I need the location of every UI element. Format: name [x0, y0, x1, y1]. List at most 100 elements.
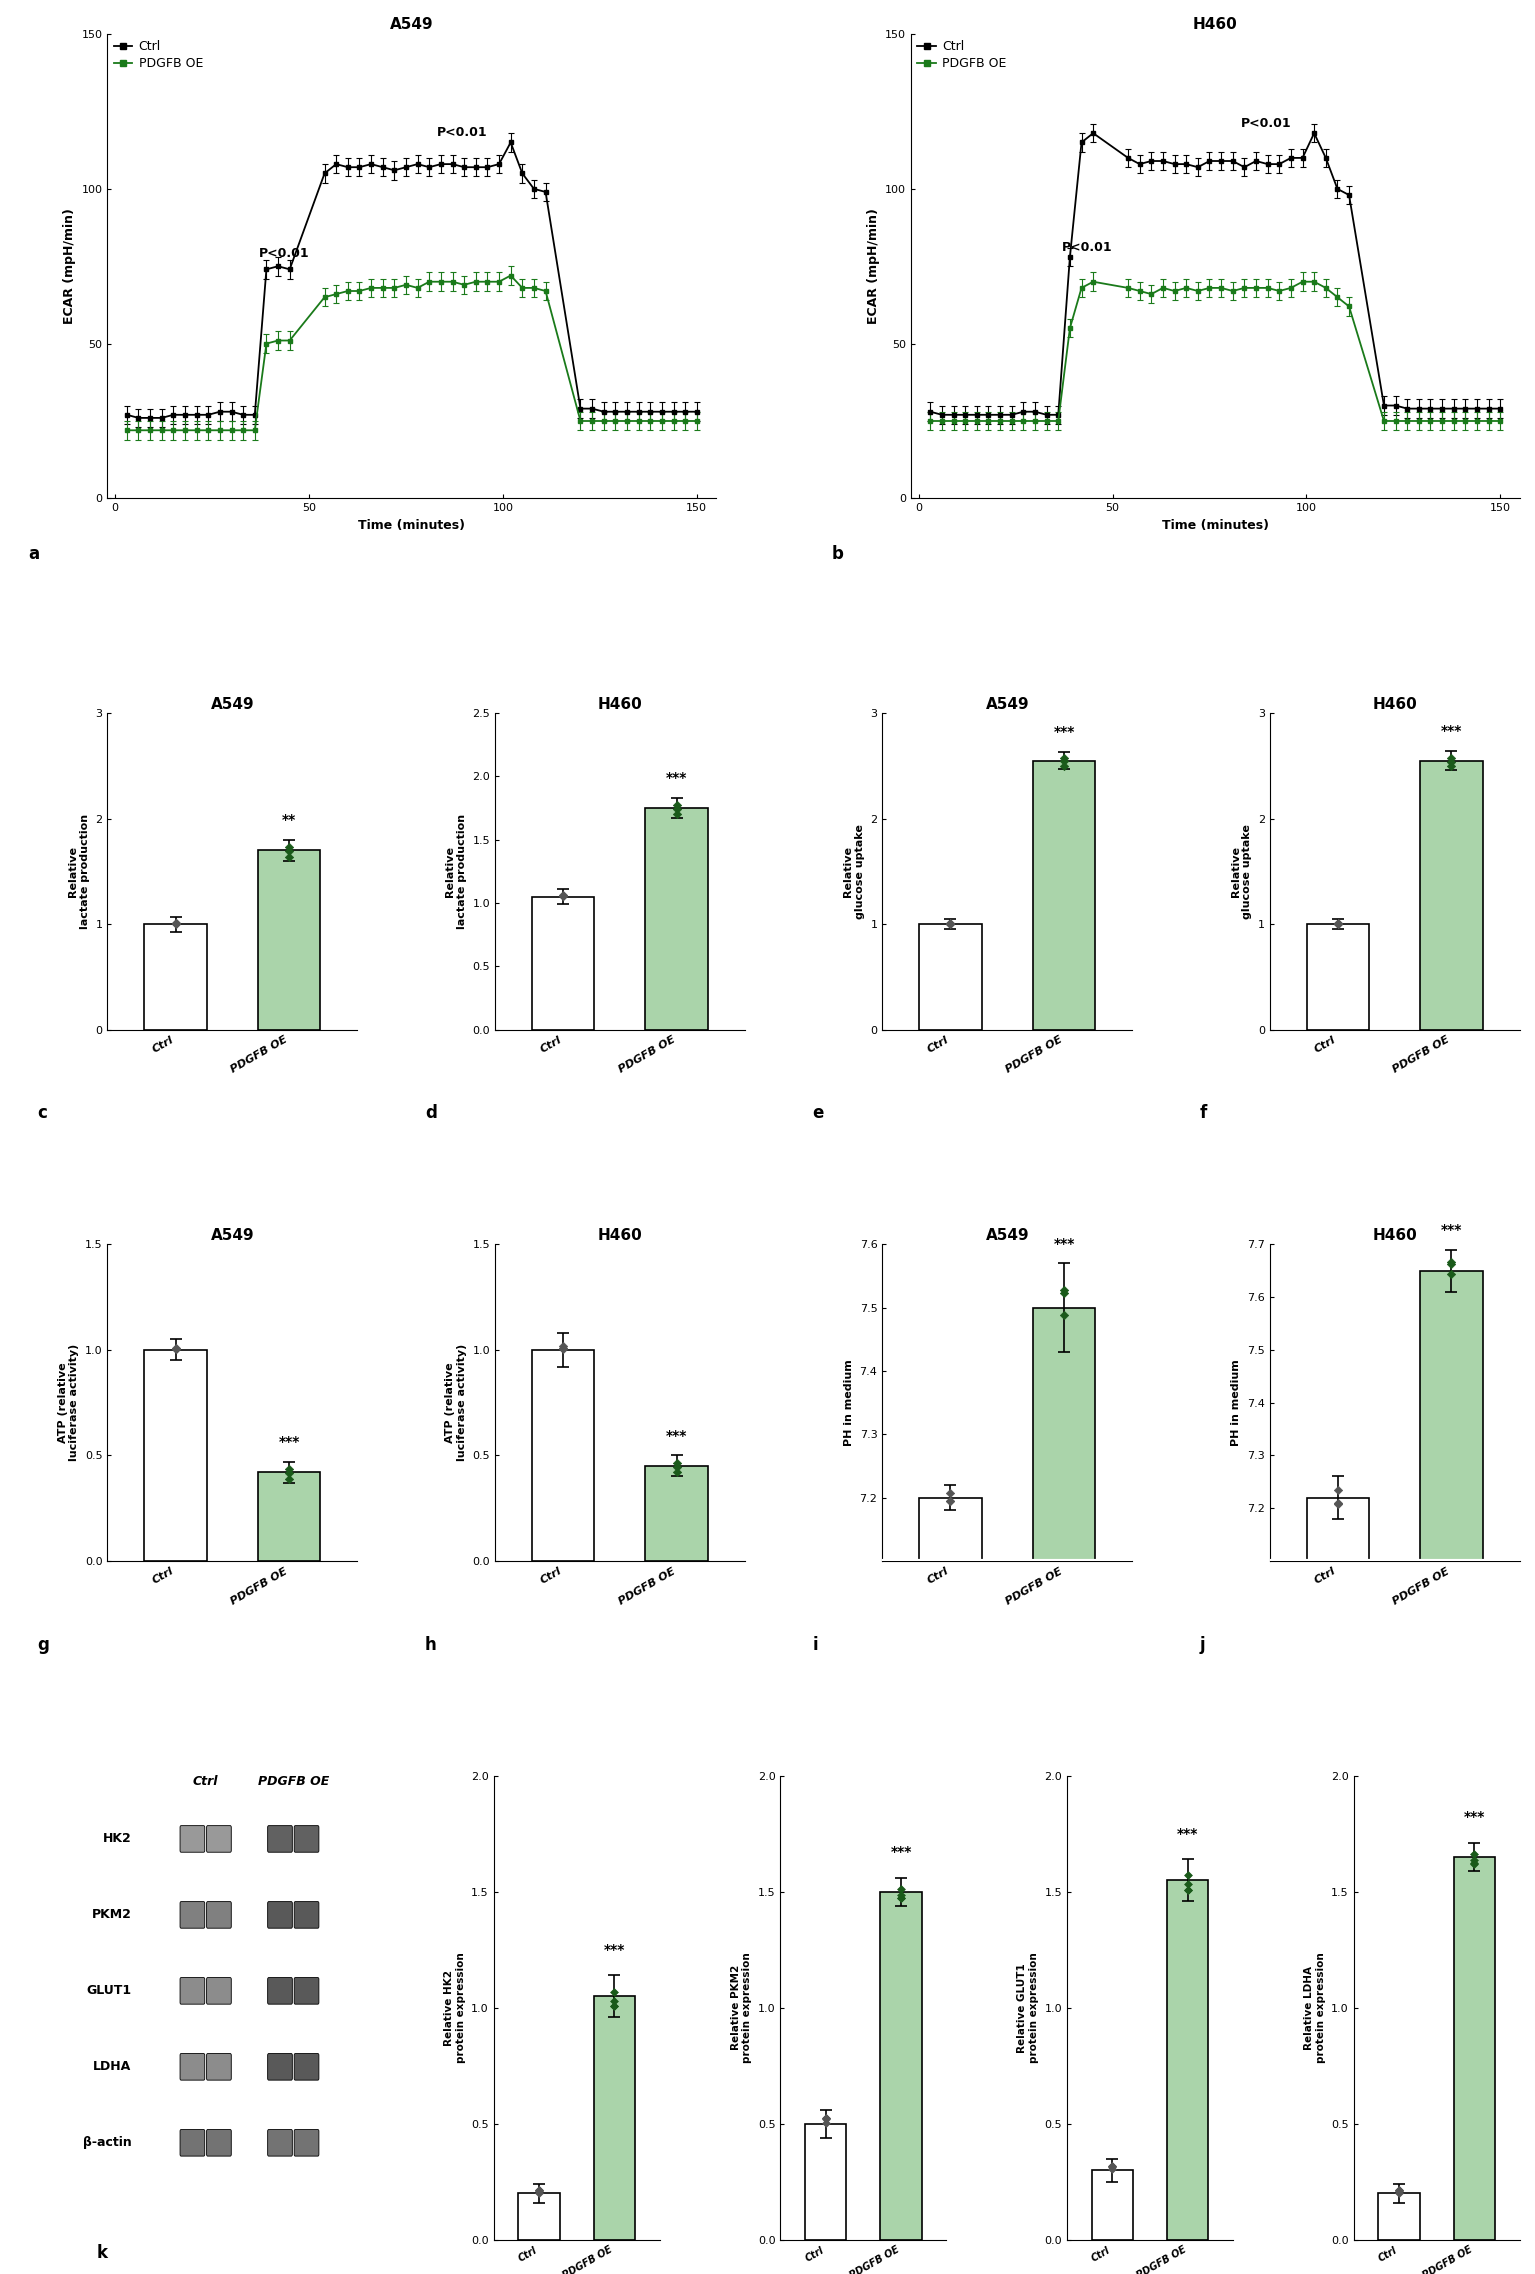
FancyBboxPatch shape [207, 1978, 232, 2003]
Point [665, 796, 689, 832]
X-axis label: Time (minutes): Time (minutes) [1162, 518, 1269, 532]
FancyBboxPatch shape [180, 1826, 204, 1853]
Point [551, 1328, 576, 1364]
Title: A549: A549 [390, 16, 433, 32]
Point [551, 1330, 576, 1367]
Point [1051, 1296, 1076, 1333]
FancyBboxPatch shape [207, 1826, 232, 1853]
Bar [919, 1499, 982, 1560]
Point [1463, 1835, 1487, 1872]
Point [1101, 2151, 1125, 2188]
FancyBboxPatch shape [295, 1978, 319, 2003]
Bar [1420, 1271, 1483, 1560]
Y-axis label: ATP (relative
luciferase activity): ATP (relative luciferase activity) [445, 1344, 467, 1462]
Text: P<0.01: P<0.01 [1062, 241, 1113, 255]
Bar [144, 1351, 207, 1560]
Point [1326, 905, 1351, 941]
Y-axis label: Relative HK2
protein expression: Relative HK2 protein expression [444, 1953, 465, 2063]
Bar [144, 923, 207, 1030]
Point [551, 878, 576, 914]
Y-axis label: Relative PKM2
protein expression: Relative PKM2 protein expression [731, 1953, 752, 2063]
Y-axis label: Relative
lactate production: Relative lactate production [69, 814, 91, 930]
Bar [645, 807, 708, 1030]
Point [1101, 2149, 1125, 2185]
Point [163, 905, 187, 941]
FancyBboxPatch shape [295, 2128, 319, 2156]
Y-axis label: Relative GLUT1
protein expression: Relative GLUT1 protein expression [1018, 1953, 1039, 2063]
Point [1463, 1844, 1487, 1881]
Point [665, 787, 689, 823]
Y-axis label: Relative LDHA
protein expression: Relative LDHA protein expression [1303, 1953, 1326, 2063]
Bar [258, 850, 321, 1030]
Point [1176, 1872, 1200, 1908]
Point [814, 2103, 838, 2140]
Point [163, 1330, 187, 1367]
Point [1176, 1858, 1200, 1894]
Point [889, 1881, 913, 1917]
Bar [919, 923, 982, 1030]
Text: d: d [425, 1105, 437, 1123]
Point [527, 2172, 551, 2208]
Text: P<0.01: P<0.01 [259, 248, 309, 259]
Text: h: h [425, 1635, 436, 1653]
Bar [594, 1997, 635, 2240]
Point [1386, 2172, 1411, 2208]
Point [1463, 1844, 1487, 1881]
Text: ***: *** [1441, 725, 1463, 739]
Point [1051, 1271, 1076, 1308]
Point [665, 791, 689, 828]
FancyBboxPatch shape [207, 2053, 232, 2081]
Text: ***: *** [1464, 1810, 1484, 1824]
FancyBboxPatch shape [267, 1826, 292, 1853]
Point [1051, 744, 1076, 780]
Y-axis label: ECAR (mpH/min): ECAR (mpH/min) [867, 209, 880, 325]
Bar [1378, 2194, 1420, 2240]
Point [1463, 1842, 1487, 1878]
Point [527, 2172, 551, 2208]
Text: g: g [37, 1635, 49, 1653]
Bar [531, 1351, 594, 1560]
FancyBboxPatch shape [180, 2053, 204, 2081]
Point [1326, 1485, 1351, 1521]
Title: H460: H460 [597, 1228, 642, 1244]
Text: PDGFB OE: PDGFB OE [258, 1776, 328, 1787]
Bar [531, 896, 594, 1030]
Text: i: i [812, 1635, 818, 1653]
Text: c: c [37, 1105, 48, 1123]
Title: A549: A549 [210, 1228, 255, 1244]
Point [938, 905, 962, 941]
Point [814, 2101, 838, 2138]
Point [276, 832, 301, 869]
Y-axis label: PH in medium: PH in medium [1231, 1360, 1242, 1446]
Point [938, 1476, 962, 1512]
Point [938, 1483, 962, 1519]
Point [1176, 1872, 1200, 1908]
Bar [1091, 2169, 1133, 2240]
Y-axis label: Relative
glucose uptake: Relative glucose uptake [1231, 823, 1253, 919]
Point [1326, 1471, 1351, 1508]
Point [1051, 748, 1076, 785]
Legend: Ctrl, PDGFB OE: Ctrl, PDGFB OE [918, 41, 1007, 70]
Text: PKM2: PKM2 [92, 1908, 132, 1922]
FancyBboxPatch shape [267, 1901, 292, 1928]
Text: ***: *** [890, 1844, 912, 1860]
Text: k: k [97, 2244, 107, 2263]
Point [276, 1451, 301, 1487]
Point [1386, 2172, 1411, 2208]
Point [1440, 1255, 1464, 1292]
FancyBboxPatch shape [207, 2128, 232, 2156]
Point [889, 1876, 913, 1912]
Point [602, 1974, 626, 2010]
FancyBboxPatch shape [180, 2128, 204, 2156]
Point [814, 2101, 838, 2138]
Title: A549: A549 [985, 1228, 1028, 1244]
Point [1326, 905, 1351, 941]
Text: ***: *** [1053, 725, 1074, 739]
Legend: Ctrl, PDGFB OE: Ctrl, PDGFB OE [114, 41, 203, 70]
Bar [1306, 923, 1369, 1030]
Text: Ctrl: Ctrl [193, 1776, 218, 1787]
Point [276, 1460, 301, 1496]
Text: b: b [832, 546, 844, 562]
Point [1386, 2172, 1411, 2208]
Bar [1033, 1308, 1096, 1560]
